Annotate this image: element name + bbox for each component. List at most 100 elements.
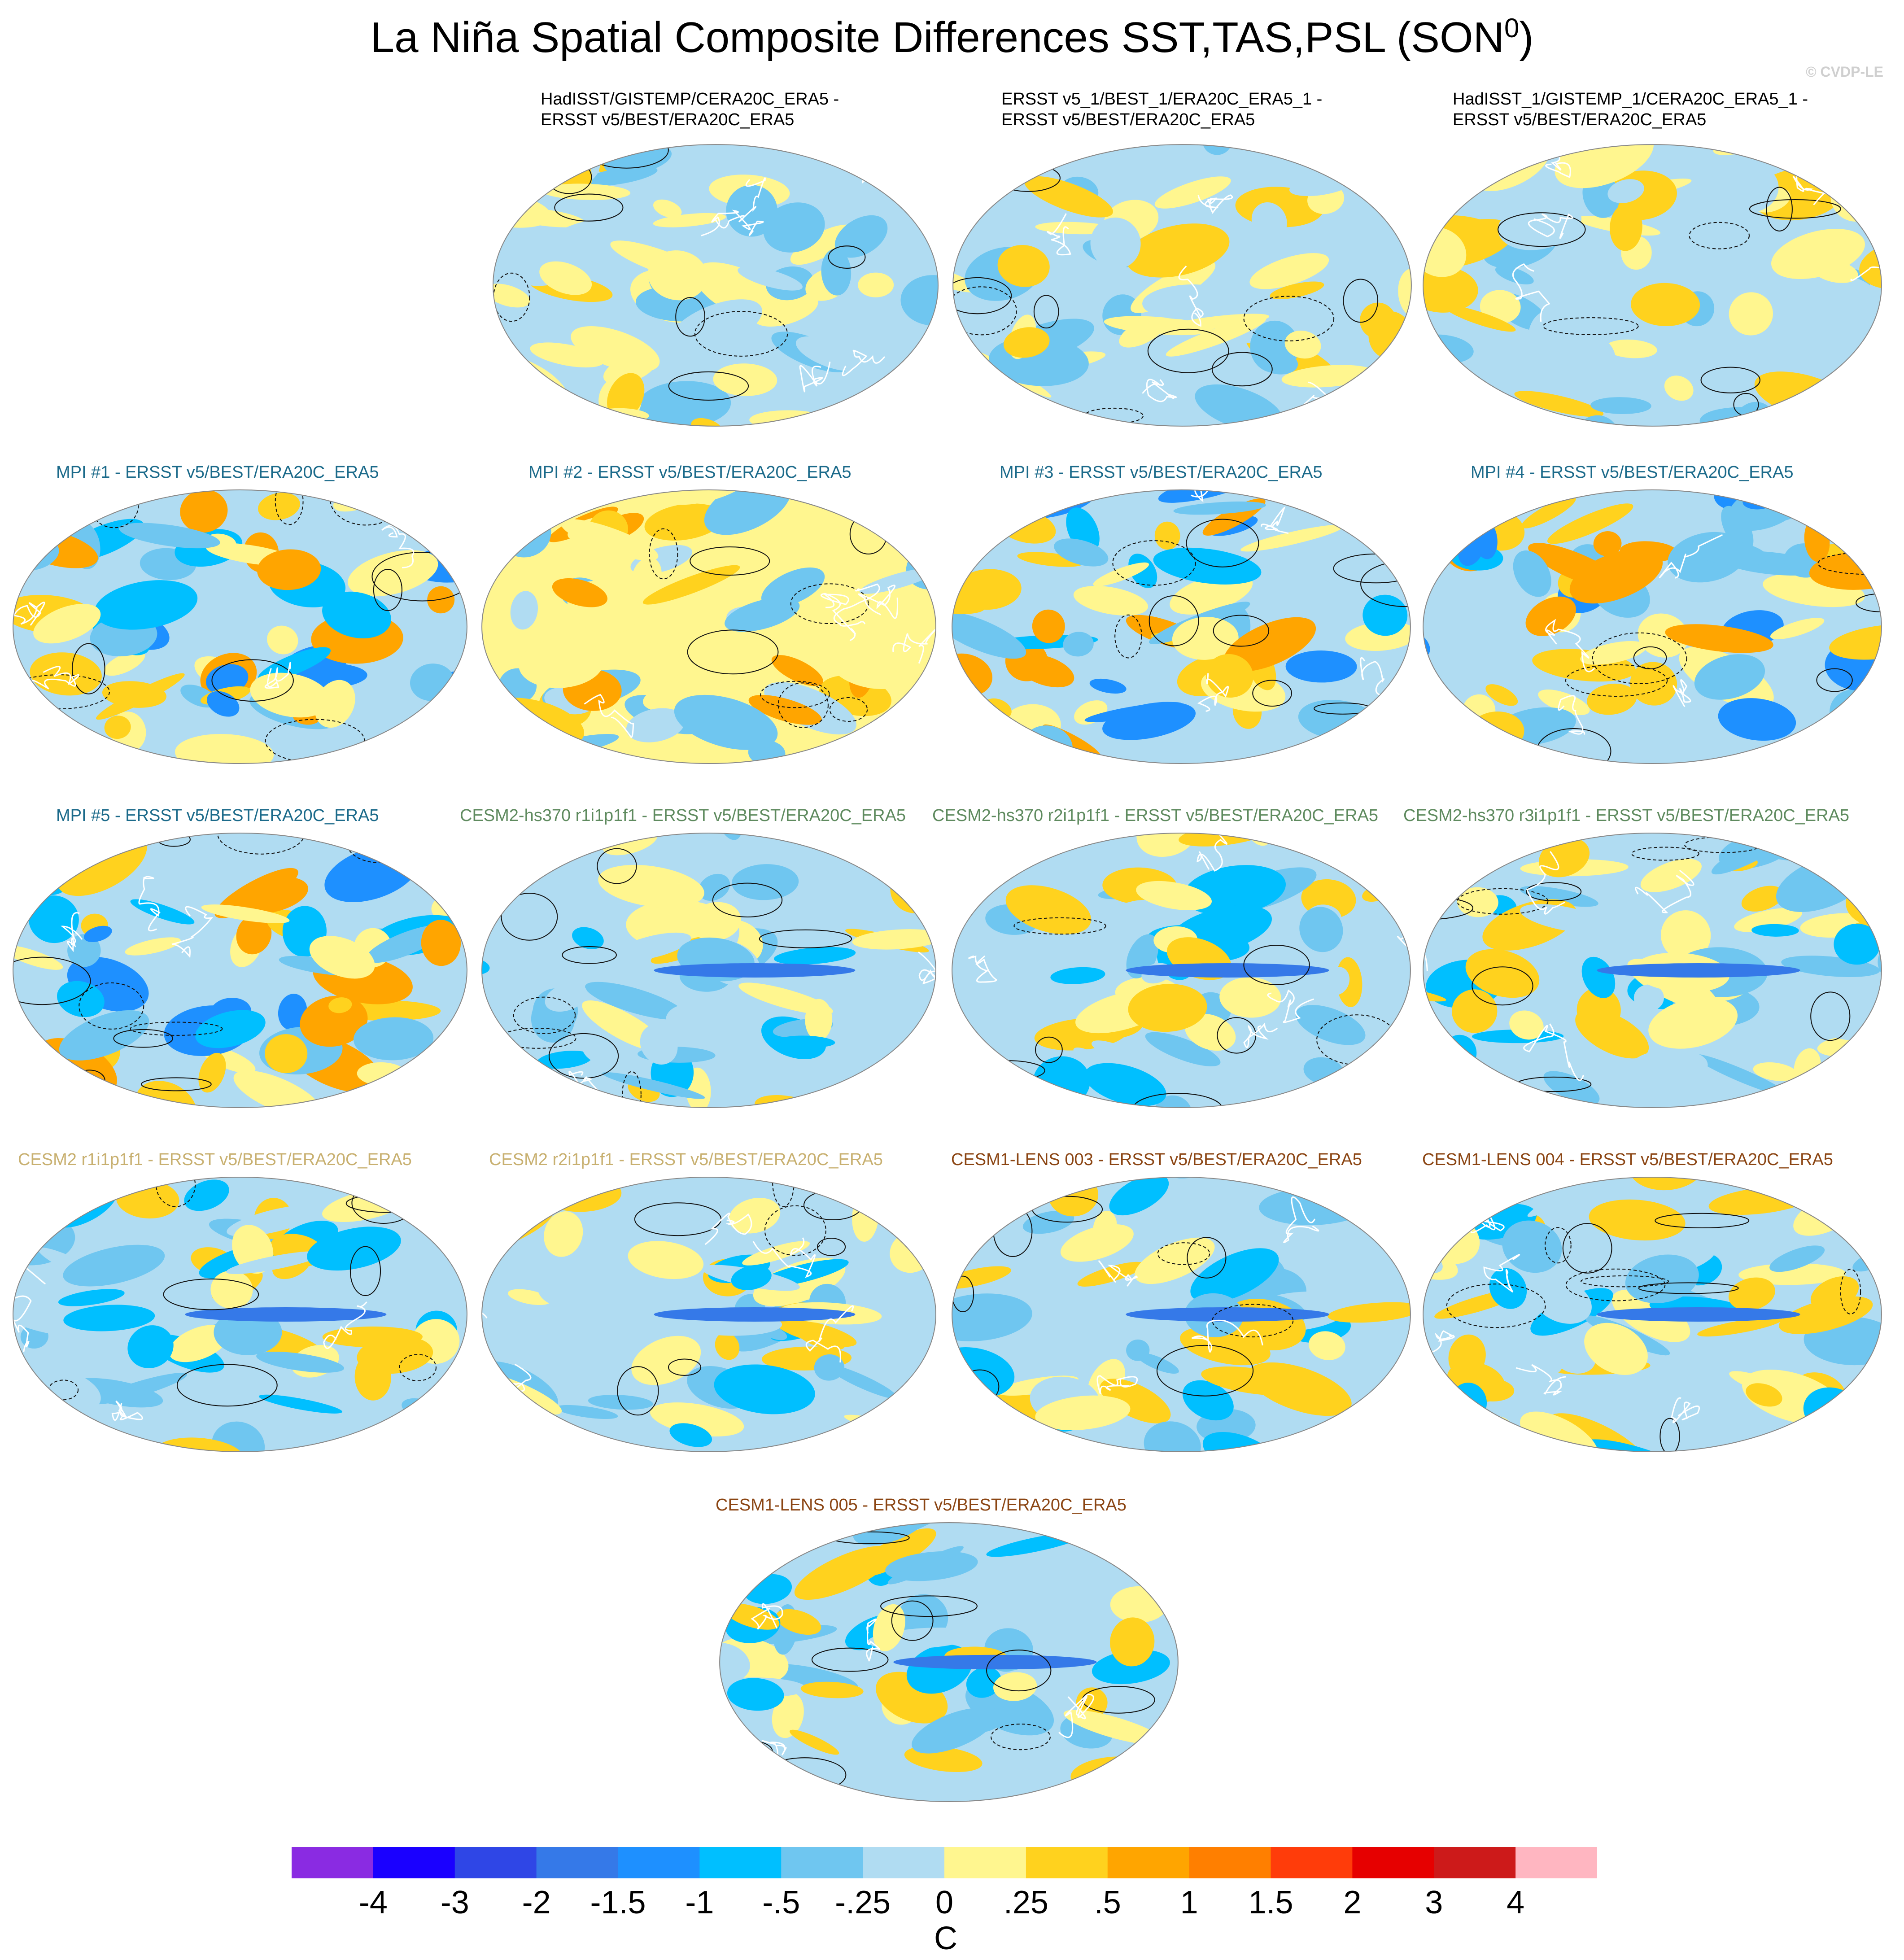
anomaly-patch: [585, 982, 686, 1020]
psl-contour: [811, 1647, 889, 1672]
anomaly-patch: [715, 1332, 740, 1360]
anomaly-patch: [1625, 1254, 1699, 1303]
anomaly-patch: [1063, 632, 1094, 657]
coastline: [892, 625, 936, 664]
anomaly-patch: [823, 537, 853, 558]
equatorial-cold-tongue: [1126, 1307, 1329, 1322]
anomaly-patch: [1509, 1010, 1544, 1040]
anomaly-patch: [720, 1642, 750, 1682]
anomaly-patch: [720, 1757, 787, 1797]
colorbar-tick-label: 0: [935, 1885, 954, 1921]
anomaly-patch: [767, 426, 837, 428]
anomaly-patch: [1091, 144, 1155, 170]
panel-title: CESM1-LENS 003 - ERSST v5/BEST/ERA20C_ER…: [951, 1149, 1362, 1170]
map-outline: [13, 1177, 467, 1452]
anomaly-patch: [1050, 967, 1105, 984]
anomaly-patch: [58, 1289, 125, 1306]
map-plot: [718, 1521, 1180, 1803]
psl-contour: [1213, 615, 1270, 647]
anomaly-patch: [493, 284, 530, 308]
anomaly-patch: [852, 929, 936, 950]
anomaly-patch: [1357, 489, 1411, 493]
anomaly-patch: [873, 1604, 905, 1651]
colorbar-tick-label: -1: [685, 1885, 714, 1921]
anomaly-patch: [1285, 650, 1357, 683]
anomaly-patch: [1202, 144, 1232, 155]
anomaly-patch: [1587, 683, 1637, 715]
colorbar-swatch: [1434, 1847, 1516, 1878]
anomaly-patch: [853, 1447, 911, 1452]
psl-contour: [675, 297, 706, 337]
anomaly-patch: [1173, 501, 1266, 515]
anomaly-patch: [1520, 886, 1598, 907]
anomaly-patch: [1498, 1340, 1563, 1378]
anomaly-patch: [993, 1672, 1037, 1701]
anomaly-patch: [1630, 662, 1677, 706]
psl-contour: [130, 1021, 223, 1036]
psl-contour: [113, 1029, 173, 1048]
anomaly-patch: [1163, 314, 1270, 331]
psl-contour: [828, 245, 866, 269]
anomaly-patch: [519, 638, 604, 688]
anomaly-patch: [119, 523, 220, 549]
anomaly-patch: [1190, 1248, 1279, 1303]
coastline: [1389, 489, 1411, 522]
anomaly-patch: [539, 261, 592, 295]
map-outline: [1423, 489, 1882, 764]
psl-contour: [597, 848, 637, 884]
psl-contour: [759, 929, 852, 948]
colorbar-swatch: [781, 1847, 863, 1878]
anomaly-patch: [544, 1211, 583, 1257]
anomaly-patch: [844, 1414, 931, 1439]
psl-contour: [953, 286, 1017, 336]
panel-title: MPI #4 - ERSST v5/BEST/ERA20C_ERA5: [1471, 462, 1793, 483]
coastline: [906, 855, 936, 883]
anomaly-patch: [798, 1330, 845, 1350]
map-outline: [13, 833, 467, 1108]
anomaly-patch: [1393, 963, 1411, 974]
psl-contour: [900, 1204, 936, 1231]
anomaly-patch: [300, 995, 368, 1047]
anomaly-patch: [1689, 1107, 1773, 1109]
anomaly-patch: [379, 840, 426, 856]
anomaly-patch: [226, 1251, 323, 1274]
anomaly-patch: [1651, 268, 1702, 280]
map-svg: [952, 144, 1412, 427]
psl-contour: [777, 682, 829, 728]
anomaly-patch: [480, 1451, 526, 1454]
panel-title: CESM2-hs370 r1i1p1f1 - ERSST v5/BEST/ERA…: [460, 805, 906, 826]
psl-contour: [1638, 1282, 1739, 1294]
coastline: [1096, 1375, 1138, 1394]
anomaly-patch: [1538, 690, 1590, 716]
anomaly-patch: [1554, 271, 1611, 289]
coastline: [751, 1603, 783, 1630]
anomaly-patch: [1383, 833, 1411, 854]
anomaly-patch: [732, 864, 799, 900]
anomaly-patch: [602, 1072, 705, 1099]
map-svg: [1423, 144, 1882, 427]
colorbar-swatch: [1515, 1847, 1597, 1878]
coastline: [799, 361, 831, 393]
anomaly-patch: [771, 655, 823, 686]
psl-contour: [1689, 222, 1750, 249]
psl-contour: [690, 546, 770, 576]
psl-contour: [1633, 646, 1667, 669]
anomaly-patch: [1084, 1063, 1166, 1106]
anomaly-patch: [393, 489, 467, 527]
anomaly-patch: [207, 691, 240, 717]
anomaly-patch: [1324, 967, 1350, 995]
anomaly-patch: [1444, 305, 1516, 332]
psl-contour: [1498, 212, 1586, 247]
anomaly-patch: [530, 342, 604, 368]
anomaly-patch: [1270, 281, 1324, 300]
anomaly-patch: [13, 1177, 60, 1204]
anomaly-patch: [1136, 1353, 1179, 1374]
psl-contour: [1749, 199, 1841, 219]
title-close-paren: ): [1519, 13, 1534, 61]
coastline: [833, 583, 880, 627]
anomaly-patch: [952, 1293, 1032, 1341]
map-outline: [1423, 1177, 1882, 1452]
psl-contour: [1810, 394, 1882, 426]
anomaly-patch: [1328, 1302, 1411, 1323]
anomaly-patch: [952, 833, 1037, 846]
